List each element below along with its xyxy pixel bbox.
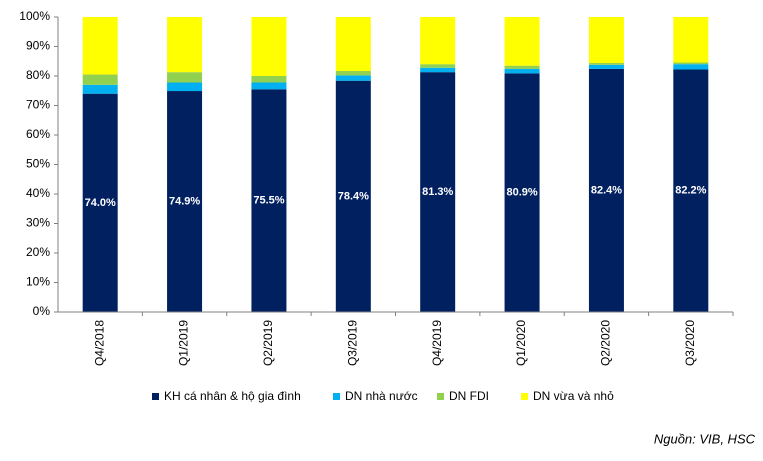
bar-segment [167, 72, 203, 83]
y-tick-label: 100% [19, 9, 50, 23]
value-label: 81.3% [422, 186, 453, 198]
bar-segment [673, 64, 709, 70]
legend-label: DN vừa và nhỏ [533, 389, 614, 403]
value-label: 80.9% [506, 187, 537, 199]
y-tick-label: 50% [26, 157, 50, 171]
bar-segment [504, 68, 540, 74]
bar-segment [335, 75, 371, 81]
legend-swatch [521, 393, 528, 400]
bar-segment [504, 17, 540, 66]
x-tick-label: Q4/2019 [430, 320, 444, 366]
y-tick-label: 0% [33, 304, 51, 318]
x-tick-label: Q1/2020 [514, 320, 528, 366]
value-label: 74.9% [169, 195, 200, 207]
y-tick-label: 10% [26, 275, 50, 289]
bar-segment [673, 17, 709, 63]
legend-swatch [152, 393, 159, 400]
value-label: 75.5% [253, 195, 284, 207]
bar-segment [335, 70, 371, 76]
bar-segment [335, 17, 371, 71]
legend-swatch [437, 393, 444, 400]
x-tick-label: Q1/2019 [177, 320, 191, 366]
y-tick-label: 70% [26, 98, 50, 112]
bar-segment [167, 82, 203, 92]
bar-segment [251, 76, 287, 83]
y-tick-label: 80% [26, 68, 50, 82]
bar-segment [420, 64, 456, 68]
value-label: 74.0% [85, 197, 116, 209]
bar-segment [251, 89, 287, 313]
x-tick-label: Q3/2020 [683, 320, 697, 366]
legend-label: KH cá nhân & hộ gia đình [164, 389, 301, 403]
bar-segment [673, 62, 709, 65]
y-tick-label: 60% [26, 127, 50, 141]
x-tick-label: Q2/2019 [261, 320, 275, 366]
bar-segment [251, 17, 287, 76]
value-label: 82.2% [675, 185, 706, 197]
bar-segment [588, 68, 624, 312]
bar-segment [588, 63, 624, 65]
bar-segment [673, 69, 709, 312]
y-tick-label: 20% [26, 245, 50, 259]
bar-segment [588, 17, 624, 64]
bar-segment [82, 74, 118, 85]
y-tick-label: 90% [26, 39, 50, 53]
x-tick-label: Q2/2020 [599, 320, 613, 366]
source: Nguồn: VIB, HSC [654, 431, 756, 446]
legend-label: DN nhà nước [345, 389, 418, 403]
bar-segment [420, 67, 456, 73]
legend-label: DN FDI [449, 389, 489, 403]
bar-segment [167, 91, 203, 312]
legend-swatch [333, 393, 340, 400]
bar-segment [504, 73, 540, 312]
value-label: 78.4% [338, 190, 369, 202]
bar-segment [167, 17, 203, 73]
bar-segment [82, 17, 118, 75]
bar-segment [420, 17, 456, 65]
bar-segment [504, 65, 540, 69]
bar-segment [335, 80, 371, 312]
value-label: 82.4% [591, 184, 622, 196]
y-tick-label: 30% [26, 216, 50, 230]
bar-segment [82, 93, 118, 312]
bar-segment [82, 84, 118, 94]
bar-segment [588, 64, 624, 69]
bar-segment [420, 72, 456, 312]
y-tick-label: 40% [26, 186, 50, 200]
x-tick-label: Q3/2019 [345, 320, 359, 366]
bar-segment [251, 82, 287, 90]
x-tick-label: Q4/2018 [92, 320, 106, 366]
